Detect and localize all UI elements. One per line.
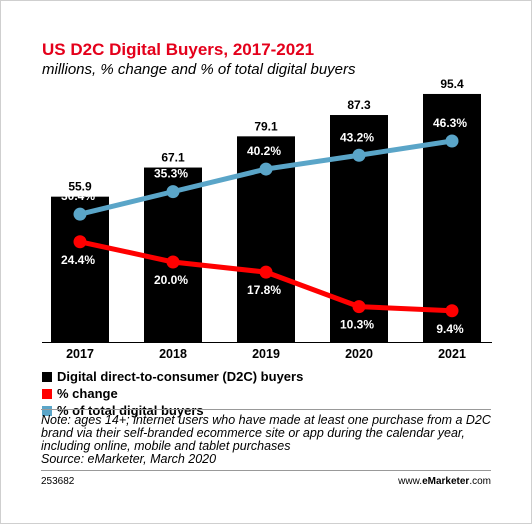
note-text: Note: ages 14+; internet users who have … xyxy=(41,413,491,453)
chart-title: US D2C Digital Buyers, 2017-2021 xyxy=(42,40,315,59)
legend-swatch-black xyxy=(42,371,52,382)
bar-value-label: 67.1 xyxy=(161,151,185,165)
brand-suffix: .com xyxy=(469,476,491,487)
brand-url: www.eMarketer.com xyxy=(398,476,491,487)
share-value-label: 40.2% xyxy=(247,144,281,158)
change-point xyxy=(166,255,180,269)
bar-value-label: 79.1 xyxy=(254,119,278,133)
change-point xyxy=(259,265,273,279)
share-point xyxy=(352,148,366,162)
legend-label: % of total digital buyers xyxy=(57,403,204,418)
change-point xyxy=(445,304,459,318)
chart-id: 253682 xyxy=(41,476,75,487)
share-value-label: 30.4% xyxy=(61,189,95,203)
bar-value-label: 55.9 xyxy=(68,180,92,194)
share-value-label: 35.3% xyxy=(154,167,188,181)
legend-label: % change xyxy=(57,386,118,401)
bar xyxy=(51,196,109,342)
note-divider xyxy=(41,409,491,410)
legend-item-d2c-buyers: Digital direct-to-consumer (D2C) buyers xyxy=(42,368,303,385)
share-point xyxy=(445,134,459,148)
change-point xyxy=(352,300,366,314)
x-tick-label: 2020 xyxy=(345,347,373,361)
chart-legend: Digital direct-to-consumer (D2C) buyers … xyxy=(42,368,303,419)
chart-subtitle: millions, % change and % of total digita… xyxy=(42,61,356,78)
x-tick-label: 2018 xyxy=(159,347,187,361)
legend-item-total: % of total digital buyers xyxy=(42,402,303,419)
change-value-label: 10.3% xyxy=(340,318,374,332)
share-point xyxy=(73,207,87,221)
share-point xyxy=(259,162,273,176)
change-value-label: 24.4% xyxy=(61,253,95,267)
legend-swatch-red xyxy=(42,388,52,399)
legend-label: Digital direct-to-consumer (D2C) buyers xyxy=(57,369,304,384)
x-tick-label: 2017 xyxy=(66,347,94,361)
bar-value-label: 87.3 xyxy=(347,98,371,112)
brand-prefix: www. xyxy=(398,476,423,487)
legend-item-change: % change xyxy=(42,385,303,402)
change-value-label: 17.8% xyxy=(247,283,281,297)
source-text: Source: eMarketer, March 2020 xyxy=(41,452,217,466)
change-value-label: 9.4% xyxy=(436,322,464,336)
change-value-label: 20.0% xyxy=(154,273,188,287)
x-tick-label: 2021 xyxy=(438,347,466,361)
legend-swatch-blue xyxy=(42,405,52,416)
share-point xyxy=(166,185,180,199)
share-value-label: 43.2% xyxy=(340,130,374,144)
share-value-label: 46.3% xyxy=(433,116,467,130)
change-point xyxy=(73,235,87,249)
footer-divider xyxy=(41,470,491,471)
bar-value-label: 95.4 xyxy=(440,77,464,91)
chart-note: Note: ages 14+; internet users who have … xyxy=(41,414,496,466)
brand-name: eMarketer xyxy=(422,476,470,487)
x-tick-label: 2019 xyxy=(252,347,280,361)
